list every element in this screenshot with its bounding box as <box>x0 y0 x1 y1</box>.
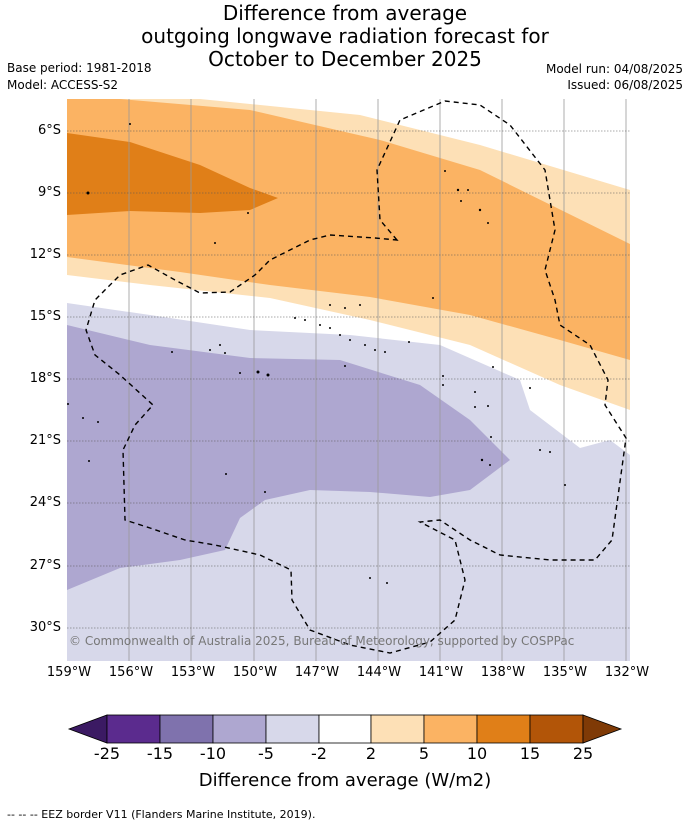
colorbar-min-extension <box>67 714 108 744</box>
band-5-to-10 <box>67 99 630 360</box>
lon-label: 147°W <box>294 665 340 680</box>
lon-label: 156°W <box>108 665 154 680</box>
colorbar-tick-label: 10 <box>466 744 488 763</box>
colorbar-bin <box>476 714 531 744</box>
colorbar-bin <box>212 714 267 744</box>
colorbar-title: Difference from average (W/m2) <box>198 770 492 791</box>
lat-label: 15°S <box>29 309 61 324</box>
lon-label: 132°W <box>604 665 650 680</box>
colorbar-bin <box>423 714 478 744</box>
colorbar-tick-label: 5 <box>418 744 430 763</box>
issued-date: Issued: 06/08/2025 <box>567 78 683 92</box>
lat-label: 24°S <box>29 495 61 510</box>
lon-label: 153°W <box>170 665 216 680</box>
colorbar-bin <box>159 714 214 744</box>
title-line-1: Difference from average <box>222 1 468 25</box>
colorbar-tick-label: -2 <box>311 744 327 763</box>
lat-label: 6°S <box>37 123 61 138</box>
colorbar-bin <box>529 714 584 744</box>
colorbar <box>67 714 623 744</box>
lat-label: 21°S <box>29 433 61 448</box>
title-line-3: October to December 2025 <box>208 47 482 71</box>
copyright-notice: © Commonwealth of Australia 2025, Bureau… <box>69 634 575 648</box>
colorbar-tick-label: 2 <box>365 744 377 763</box>
lat-label: 30°S <box>29 620 61 635</box>
colorbar-bin <box>106 714 161 744</box>
latitude-lines <box>67 130 630 629</box>
band-10-to-15 <box>67 133 278 215</box>
colorbar-bin <box>318 714 372 744</box>
eez-footnote: -- -- -- EEZ border V11 (Flanders Marine… <box>7 808 316 821</box>
lat-label: 18°S <box>29 371 61 386</box>
colorbar-tick-label: -15 <box>146 744 174 763</box>
title-line-2: outgoing longwave radiation forecast for <box>141 24 549 48</box>
model-run: Model run: 04/08/2025 <box>545 62 683 76</box>
lon-label: 144°W <box>356 665 402 680</box>
lon-label: 141°W <box>418 665 464 680</box>
lon-label: 159°W <box>46 665 92 680</box>
graticule <box>128 99 627 661</box>
lat-label: 12°S <box>29 247 61 262</box>
lat-label: 27°S <box>29 558 61 573</box>
colorbar-bin <box>370 714 425 744</box>
colorbar-tick-label: -25 <box>93 744 121 763</box>
eez-border <box>85 100 627 654</box>
base-period: Base period: 1981-2018 <box>7 61 152 75</box>
colorbar-max-extension <box>582 714 623 744</box>
band-minus10-to-minus5 <box>67 325 510 590</box>
lon-label: 135°W <box>542 665 588 680</box>
colorbar-tick-label: -10 <box>199 744 227 763</box>
colorbar-tick-label: 25 <box>572 744 594 763</box>
lon-label: 150°W <box>232 665 278 680</box>
colorbar-tick-label: 15 <box>519 744 541 763</box>
colorbar-bin <box>265 714 320 744</box>
islands <box>67 123 566 584</box>
lat-label: 9°S <box>37 185 61 200</box>
colorbar-tick-label: -5 <box>258 744 274 763</box>
lon-label: 138°W <box>480 665 526 680</box>
map-title: Difference from average outgoing longwav… <box>0 2 690 71</box>
model-name: Model: ACCESS-S2 <box>7 78 119 92</box>
anomaly-field <box>67 99 630 661</box>
